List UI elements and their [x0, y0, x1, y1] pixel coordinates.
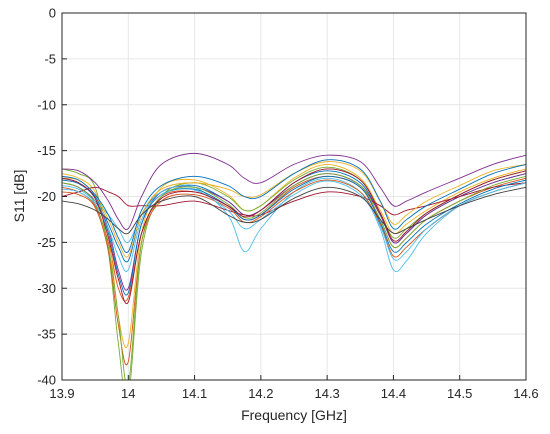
series-line-8: [62, 175, 526, 296]
y-tick-label: -30: [37, 281, 56, 296]
y-tick-label: 0: [49, 6, 56, 21]
series-line-6: [62, 177, 526, 273]
y-tick-label: -35: [37, 327, 56, 342]
x-tick-label: 14.6: [513, 386, 538, 401]
series-line-15: [62, 186, 526, 235]
x-tick-label: 14.2: [248, 386, 273, 401]
y-tick-label: -5: [44, 51, 56, 66]
y-tick-label: -25: [37, 235, 56, 250]
y-axis-label: S11 [dB]: [11, 170, 27, 223]
series-line-16: [62, 159, 526, 253]
y-tick-label: -15: [37, 143, 56, 158]
x-tick-label: 14.4: [381, 386, 406, 401]
x-tick-label: 14.5: [447, 386, 472, 401]
y-tick-label: -20: [37, 189, 56, 204]
y-tick-label: -10: [37, 97, 56, 112]
series-line-12: [62, 173, 526, 380]
axis-ticks: 13.9 14 14.1 14.2 14.3 14.4 14.5 14.6 0 -5 -10 -15 -…: [37, 6, 538, 402]
y-tick-label: -40: [37, 373, 56, 388]
series-line-11: [62, 152, 526, 230]
series-line-13: [62, 180, 526, 272]
x-tick-label: 13.9: [49, 386, 74, 401]
x-axis-label: Frequency [GHz]: [241, 407, 347, 423]
x-tick-label: 14.1: [182, 386, 207, 401]
x-tick-label: 14: [121, 386, 135, 401]
series-line-10: [62, 161, 526, 258]
series-lines: [62, 152, 526, 380]
series-line-5: [62, 166, 526, 380]
series-line-14: [62, 168, 526, 305]
x-tick-label: 14.3: [314, 386, 339, 401]
